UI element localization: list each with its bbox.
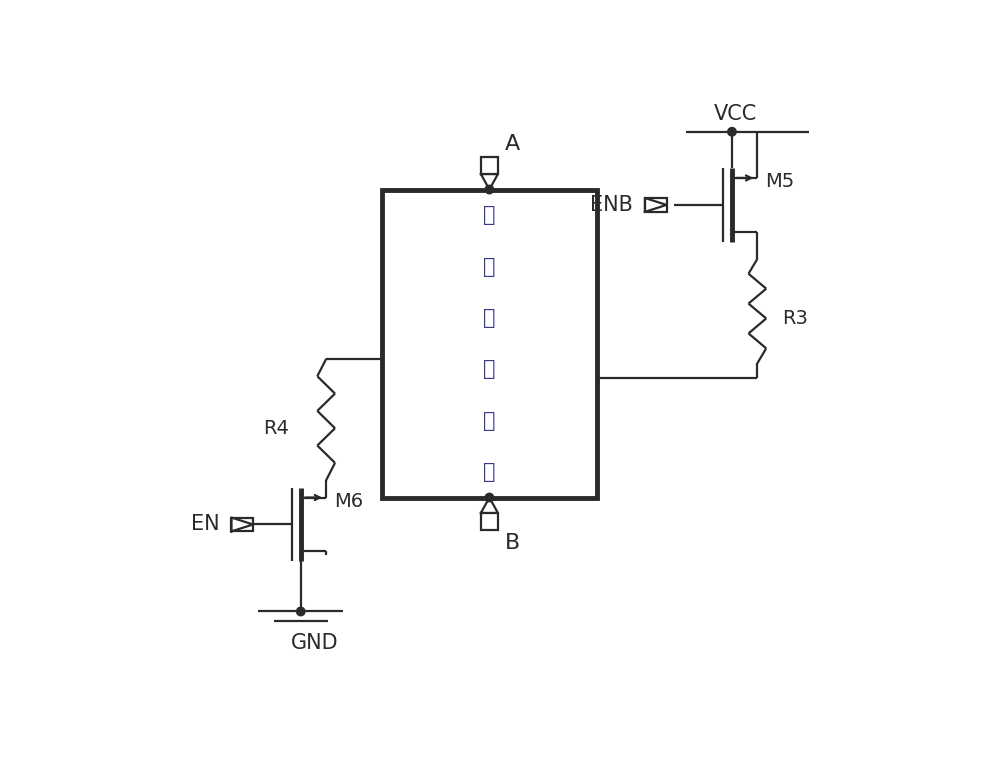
Circle shape <box>728 127 736 136</box>
Bar <box>481 513 498 530</box>
Polygon shape <box>645 198 667 211</box>
Text: A: A <box>505 134 520 154</box>
Text: GND: GND <box>291 633 338 653</box>
Text: 补: 补 <box>483 256 496 277</box>
Text: VCC: VCC <box>714 104 757 124</box>
Polygon shape <box>481 174 498 190</box>
Circle shape <box>297 607 305 615</box>
Text: R3: R3 <box>782 309 808 328</box>
Bar <box>481 157 498 174</box>
Text: M5: M5 <box>765 172 794 191</box>
Text: 互: 互 <box>483 205 496 225</box>
Bar <box>645 198 667 211</box>
Polygon shape <box>231 518 253 531</box>
Text: R4: R4 <box>263 418 289 437</box>
Text: EN: EN <box>191 515 219 534</box>
Text: 电: 电 <box>483 308 496 328</box>
Polygon shape <box>481 497 498 513</box>
Text: ENB: ENB <box>590 195 633 215</box>
Circle shape <box>485 185 494 194</box>
Bar <box>382 190 597 497</box>
Text: 块: 块 <box>483 462 496 482</box>
Bar <box>231 518 253 531</box>
Circle shape <box>485 493 494 502</box>
Text: M6: M6 <box>334 492 363 511</box>
Text: 模: 模 <box>483 411 496 431</box>
Text: B: B <box>505 533 520 553</box>
Text: 路: 路 <box>483 359 496 379</box>
